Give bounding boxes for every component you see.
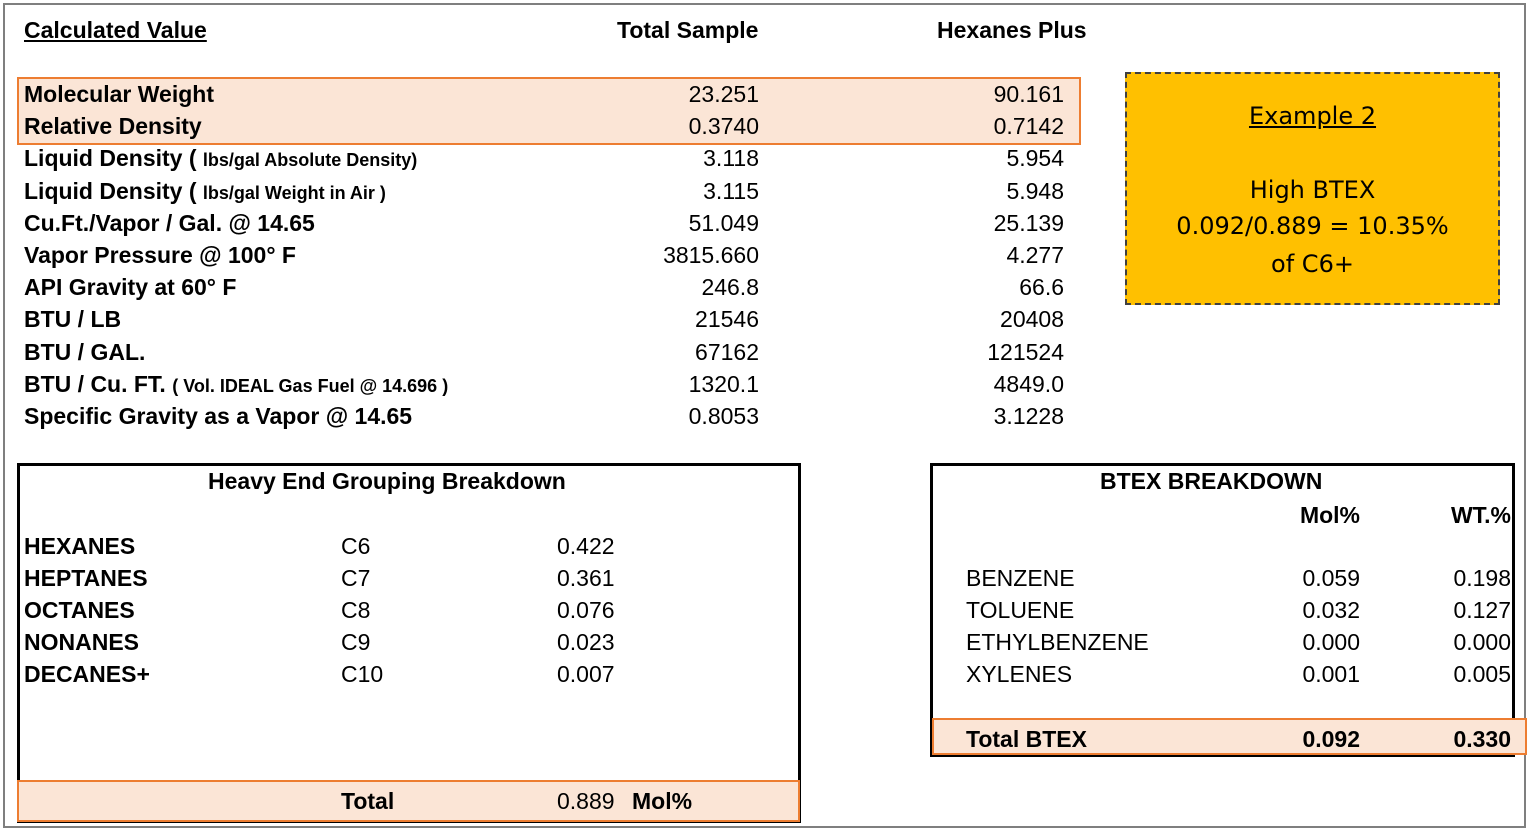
- heavy-end-total-unit: Mol%: [632, 788, 693, 814]
- property-label: API Gravity at 60° F: [24, 274, 236, 301]
- heavy-end-carbon: C6: [341, 533, 371, 559]
- property-hexanes-plus-value: 121524: [987, 339, 1064, 365]
- property-label-main: Specific Gravity as a Vapor @ 14.65: [24, 403, 413, 429]
- property-total-sample-value: 0.3740: [688, 113, 759, 139]
- property-label-detail: lbs/gal Absolute Density): [202, 150, 418, 170]
- property-total-sample-value: 3815.660: [663, 242, 759, 268]
- heavy-end-value: 0.007: [557, 661, 615, 687]
- btex-wt-value: 0.198: [1453, 565, 1511, 591]
- property-hexanes-plus-value: 5.948: [1006, 178, 1064, 204]
- btex-mol-value: 0.032: [1302, 597, 1360, 623]
- btex-wt-value: 0.127: [1453, 597, 1511, 623]
- property-label: Vapor Pressure @ 100° F: [24, 242, 296, 269]
- heavy-end-name: HEXANES: [24, 533, 136, 559]
- property-hexanes-plus-value: 90.161: [993, 81, 1064, 107]
- btex-mol-value: 0.059: [1302, 565, 1360, 591]
- property-label-main: BTU / GAL.: [24, 339, 146, 365]
- btex-mol-value: 0.000: [1302, 629, 1360, 655]
- hexanes-plus-heading: Hexanes Plus: [937, 17, 1087, 43]
- heavy-end-total-row: [17, 780, 800, 822]
- heavy-end-total-label: Total: [341, 788, 395, 814]
- property-total-sample-value: 23.251: [688, 81, 759, 107]
- property-hexanes-plus-value: 25.139: [993, 210, 1064, 236]
- property-label-main: Liquid Density (: [24, 178, 203, 204]
- heavy-end-value: 0.023: [557, 629, 615, 655]
- btex-total-row: [932, 718, 1527, 755]
- property-label: Liquid Density ( lbs/gal Weight in Air ): [24, 178, 386, 205]
- heavy-end-value: 0.361: [557, 565, 615, 591]
- property-label-main: BTU / Cu. FT.: [24, 371, 173, 397]
- property-hexanes-plus-value: 5.954: [1006, 145, 1064, 171]
- property-label-main: Liquid Density (: [24, 145, 203, 171]
- property-label: BTU / Cu. FT. ( Vol. IDEAL Gas Fuel @ 14…: [24, 371, 448, 398]
- property-label: BTU / GAL.: [24, 339, 145, 366]
- heavy-end-total-value: 0.889: [557, 788, 615, 814]
- example-callout: Example 2 High BTEX 0.092/0.889 = 10.35%…: [1125, 72, 1500, 305]
- property-label-main: API Gravity at 60° F: [24, 274, 237, 300]
- property-label-main: Cu.Ft./Vapor / Gal. @ 14.65: [24, 210, 315, 236]
- highlight-mw-density: [17, 77, 1081, 145]
- property-label-detail: lbs/gal Weight in Air ): [202, 183, 386, 203]
- heavy-end-name: HEPTANES: [24, 565, 148, 591]
- btex-component-name: ETHYLBENZENE: [966, 629, 1149, 655]
- btex-total-label: Total BTEX: [966, 726, 1087, 752]
- property-hexanes-plus-value: 4.277: [1006, 242, 1064, 268]
- property-label: Liquid Density ( lbs/gal Absolute Densit…: [24, 145, 417, 172]
- property-total-sample-value: 246.8: [701, 274, 759, 300]
- total-sample-heading: Total Sample: [617, 17, 759, 43]
- property-hexanes-plus-value: 20408: [1000, 306, 1064, 332]
- heavy-end-value: 0.422: [557, 533, 615, 559]
- property-hexanes-plus-value: 3.1228: [993, 403, 1064, 429]
- btex-box: [930, 463, 1515, 757]
- btex-component-name: BENZENE: [966, 565, 1075, 591]
- heavy-end-name: NONANES: [24, 629, 140, 655]
- property-label-main: Relative Density: [24, 113, 202, 139]
- property-total-sample-value: 1320.1: [688, 371, 759, 397]
- property-label: Cu.Ft./Vapor / Gal. @ 14.65: [24, 210, 315, 237]
- btex-title: BTEX BREAKDOWN: [1100, 468, 1323, 494]
- btex-wt-value: 0.000: [1453, 629, 1511, 655]
- heavy-end-carbon: C7: [341, 565, 371, 591]
- btex-total-mol: 0.092: [1302, 726, 1360, 752]
- btex-total-wt: 0.330: [1453, 726, 1511, 752]
- heavy-end-carbon: C10: [341, 661, 384, 687]
- callout-line-2: 0.092/0.889 = 10.35%: [1176, 212, 1449, 240]
- property-label-main: BTU / LB: [24, 306, 122, 332]
- heavy-end-title: Heavy End Grouping Breakdown: [208, 468, 566, 494]
- btex-col-mol: Mol%: [1299, 502, 1360, 528]
- property-hexanes-plus-value: 66.6: [1019, 274, 1064, 300]
- property-label-main: Molecular Weight: [24, 81, 214, 107]
- btex-wt-value: 0.005: [1453, 661, 1511, 687]
- heavy-end-value: 0.076: [557, 597, 615, 623]
- property-hexanes-plus-value: 0.7142: [993, 113, 1064, 139]
- property-label: BTU / LB: [24, 306, 121, 333]
- btex-col-wt: WT.%: [1450, 502, 1511, 528]
- property-total-sample-value: 3.115: [703, 178, 759, 204]
- property-total-sample-value: 51.049: [688, 210, 759, 236]
- property-label: Relative Density: [24, 113, 202, 140]
- btex-component-name: XYLENES: [966, 661, 1073, 687]
- btex-mol-value: 0.001: [1302, 661, 1360, 687]
- callout-title: Example 2: [1248, 102, 1377, 130]
- property-hexanes-plus-value: 4849.0: [993, 371, 1064, 397]
- property-total-sample-value: 67162: [695, 339, 759, 365]
- btex-component-name: TOLUENE: [966, 597, 1075, 623]
- property-total-sample-value: 3.118: [703, 145, 759, 171]
- document-frame: [3, 3, 1526, 828]
- callout-line-3: of C6+: [1271, 250, 1354, 278]
- property-label: Specific Gravity as a Vapor @ 14.65: [24, 403, 412, 430]
- property-label: Molecular Weight: [24, 81, 214, 108]
- heavy-end-carbon: C8: [341, 597, 371, 623]
- heavy-end-name: DECANES+: [24, 661, 150, 687]
- property-total-sample-value: 0.8053: [688, 403, 759, 429]
- heavy-end-name: OCTANES: [24, 597, 135, 623]
- heavy-end-carbon: C9: [341, 629, 371, 655]
- calculated-value-heading: Calculated Value: [24, 17, 207, 43]
- property-label-main: Vapor Pressure @ 100° F: [24, 242, 296, 268]
- property-label-detail: ( Vol. IDEAL Gas Fuel @ 14.696 ): [172, 376, 449, 396]
- property-total-sample-value: 21546: [695, 306, 759, 332]
- callout-line-1: High BTEX: [1249, 176, 1376, 204]
